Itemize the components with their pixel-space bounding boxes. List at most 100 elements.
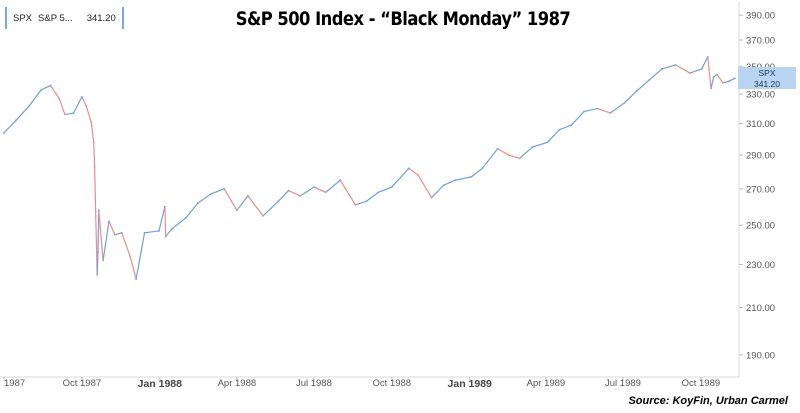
series-segment [365,191,379,202]
series-segment [728,77,736,82]
series-segment [313,186,327,193]
series-segment [81,96,87,107]
series-segment [3,119,17,134]
series-segment [722,80,730,84]
data-point [81,96,83,98]
data-point [430,196,433,199]
data-point [58,97,60,100]
data-point [442,184,445,187]
data-point [72,112,75,114]
data-point [287,189,290,192]
data-point [120,231,123,234]
series-legend[interactable]: SPX S&P 5... 341.20 [5,7,124,29]
data-point [700,68,703,70]
data-point [135,278,138,281]
series-segment [171,217,187,230]
data-point [114,233,116,236]
series-segment [210,188,225,195]
series-segment [197,193,212,204]
data-point [209,193,212,196]
badge-ticker: SPX [758,68,776,79]
series-segment [158,206,166,232]
series-segment [701,56,709,70]
series-segment [129,255,137,280]
series-segment [354,200,368,206]
y-tick-label: 230.00 [746,260,775,271]
data-point [365,200,368,203]
data-point [710,87,712,90]
data-point [481,167,484,170]
data-point [496,147,499,150]
data-point [64,113,66,116]
series-segment [165,228,173,238]
series-segment [431,184,445,199]
legend-name: S&P 5... [38,12,73,24]
data-point [262,214,265,217]
series-segment [339,179,357,206]
series-segment [531,141,549,148]
series-segment [49,84,60,99]
data-point [570,124,573,127]
series-segment [143,230,160,234]
data-point [377,191,380,194]
chart-title: S&P 500 Index - “Black Monday” 1987 [235,8,571,30]
data-point [727,80,730,83]
y-tick-label: 370.00 [746,36,775,47]
x-axis: 1987 Oct 1987 Jan 1988 Apr 1988 Jul 1988 Oct … [0,376,739,390]
series-segment [164,206,167,238]
last-price-badge: SPX 341.20 [738,67,796,90]
y-tick-label: 390.00 [746,11,775,22]
series-segment [121,232,131,258]
series-segment [689,68,703,74]
series-segment [609,102,626,114]
series-segment [547,129,561,143]
data-point [354,203,357,206]
data-point [129,255,132,258]
y-tick-label: 190.00 [746,350,775,361]
series-segment [519,146,533,159]
series-segment [236,195,249,211]
data-point [583,110,585,113]
x-tick-label: Jan 1989 [448,378,493,390]
data-point [97,251,99,254]
data-point [92,141,95,144]
data-point [313,186,315,189]
data-point [85,104,88,107]
series-segment [661,64,677,70]
data-point [417,174,419,176]
data-point [164,235,167,238]
data-point [706,56,709,58]
series-segment [648,68,663,81]
series-segment [223,188,238,211]
series-segment [707,56,712,89]
series-segment [58,97,66,116]
data-point [407,167,410,170]
series-segment [85,105,92,123]
legend-value: 341.20 [86,12,116,24]
series-segment [102,220,110,262]
data-point [454,179,457,182]
series-segment [277,190,290,202]
data-point [722,81,724,84]
y-tick-label: 310.00 [746,119,775,130]
y-tick-label: 250.00 [746,221,775,232]
data-point [3,131,5,134]
data-point [49,84,52,87]
series-segment [417,174,433,199]
series-segment [377,186,393,193]
series-segment [583,107,599,113]
series-segment [454,176,473,181]
data-point [733,77,736,80]
x-tick-label: Oct 1987 [63,378,102,389]
x-tick-label: Oct 1988 [373,378,412,389]
data-point [93,165,96,168]
badge-value: 341.20 [754,78,780,89]
x-tick-label: Jul 1988 [296,378,332,389]
y-tick-label: 270.00 [746,184,775,195]
y-tick-label: 290.00 [746,151,775,162]
series-segment [299,186,315,197]
series-segment [262,200,279,217]
series-segment [93,166,98,276]
series-segment [247,195,264,217]
legend-ticker: SPX [13,12,33,24]
